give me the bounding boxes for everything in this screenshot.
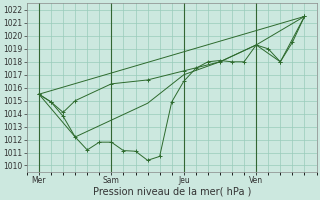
X-axis label: Pression niveau de la mer( hPa ): Pression niveau de la mer( hPa ) (92, 187, 251, 197)
